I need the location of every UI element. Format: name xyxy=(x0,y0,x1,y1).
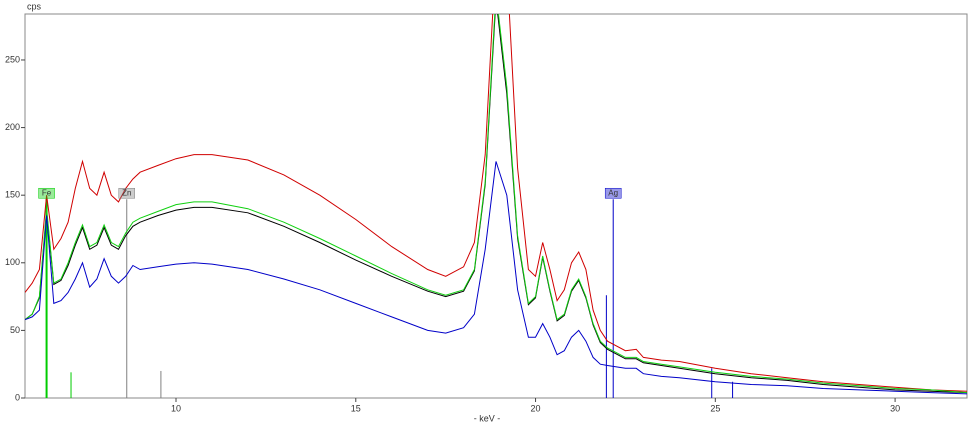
y-tick-label: 150 xyxy=(5,190,20,200)
y-tick-label: 50 xyxy=(10,325,20,335)
x-tick-label: 25 xyxy=(710,403,720,413)
y-tick-label: 0 xyxy=(15,392,20,402)
spectrum-line xyxy=(25,14,967,394)
y-tick-label: 250 xyxy=(5,54,20,64)
y-axis-label: cps xyxy=(27,1,42,11)
element-label-box xyxy=(118,187,136,199)
element-label: Ag xyxy=(608,188,618,197)
element-label-box xyxy=(604,187,622,199)
x-tick-label: 30 xyxy=(890,403,900,413)
plot-area xyxy=(25,14,967,398)
x-tick-label: 10 xyxy=(171,403,181,413)
spectrum-line xyxy=(25,14,967,392)
element-label: Fe xyxy=(42,188,52,197)
element-label: Zn xyxy=(122,188,131,197)
x-tick-label: 20 xyxy=(531,403,541,413)
plot-frame xyxy=(24,13,968,399)
y-tick-label: 100 xyxy=(5,257,20,267)
y-tick-label: 200 xyxy=(5,122,20,132)
x-tick-label: 15 xyxy=(351,403,361,413)
spectrum-line xyxy=(25,14,967,394)
x-axis-label: - keV - xyxy=(474,413,501,423)
element-label-box xyxy=(38,187,55,199)
spectrum-line xyxy=(25,161,967,395)
